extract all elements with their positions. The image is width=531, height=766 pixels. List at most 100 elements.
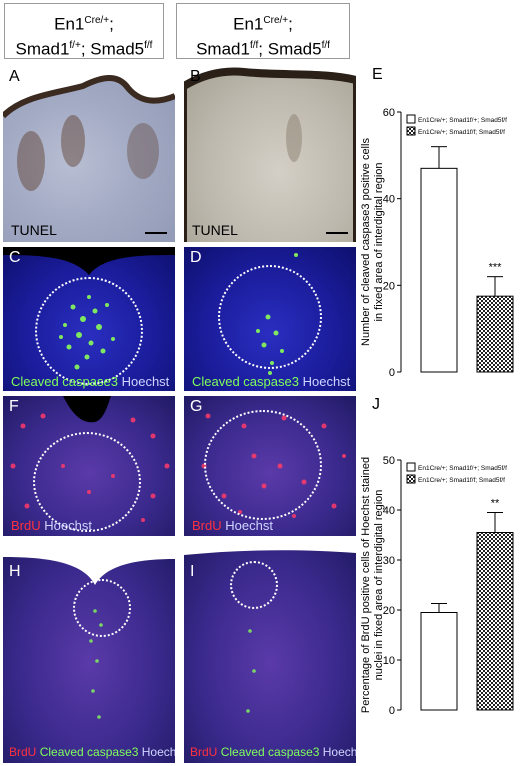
- y-tick-label: 30: [383, 555, 395, 567]
- panel-label-i: I: [190, 563, 195, 580]
- y-tick-label: 40: [383, 194, 395, 206]
- genotype-header-mutant: En1Cre/+; Smad1f/f; Smad5f/f: [176, 3, 350, 59]
- significance-label: ***: [489, 262, 503, 274]
- caption-cleaved-caspase3: Cleaved caspase3: [192, 374, 299, 389]
- genotype-gene-2: Smad1: [15, 39, 70, 59]
- legend-label: En1Cre/+; Smad1f/+; Smad5f/f: [418, 117, 507, 124]
- y-axis-label-line2: nuclei in fixed area of interdigital reg…: [373, 490, 385, 681]
- panel-label-j: J: [372, 396, 380, 413]
- genotype-gene-2: Smad1: [196, 39, 250, 59]
- panel-label-e: E: [372, 66, 383, 83]
- chart-j: Percentage of BrdU positive cells of Hoe…: [361, 455, 514, 717]
- panel-b-tunel-image: B TUNEL: [184, 66, 356, 242]
- caption-brdu: BrdU: [11, 518, 41, 533]
- y-tick-label: 40: [383, 505, 395, 517]
- panel-h-background-shape: [3, 541, 175, 719]
- bar: [420, 612, 458, 711]
- genotype-sep-1: ;: [288, 14, 293, 34]
- interdigital-region-circle-c: [35, 277, 143, 385]
- genotype-gene-1: En1: [54, 14, 85, 34]
- caption-hoechst: Hoechst: [322, 745, 356, 759]
- panel-a-tissue-outline: [3, 66, 175, 191]
- panel-c-caspase-image: C Cleaved caspase3 Hoechst: [3, 247, 175, 391]
- y-axis-label: Percentage of BrdU positive cells of Hoe…: [361, 457, 385, 713]
- panel-label-c: C: [9, 249, 21, 266]
- genotype-sup-2: f/+: [69, 39, 81, 51]
- caption-cleaved-caspase3: Cleaved caspase3: [39, 745, 139, 759]
- panel-label-g: G: [190, 398, 203, 415]
- tunel-caption-b: TUNEL: [192, 222, 238, 238]
- caption-hoechst: Hoechst: [44, 518, 92, 533]
- caption-brdu: BrdU: [192, 518, 222, 533]
- panel-label-f: F: [9, 398, 19, 415]
- interdigital-region-circle-h: [73, 579, 131, 637]
- genotype-gene-3: ; Smad5: [80, 39, 145, 59]
- genotype-sup-1: Cre/+: [84, 15, 110, 26]
- interdigital-region-circle-i: [230, 561, 278, 609]
- genotype-sup-1: Cre/+: [263, 15, 289, 26]
- panel-g-brdu-image: G BrdU Hoechst: [184, 396, 356, 536]
- interdigital-region-circle-g: [204, 410, 322, 520]
- genotype-sup-3: f/f: [321, 39, 330, 51]
- y-tick-label: 50: [383, 455, 395, 467]
- panel-c-caption: Cleaved caspase3 Hoechst: [11, 374, 169, 389]
- y-tick-label: 10: [383, 655, 395, 667]
- caption-cleaved-caspase3: Cleaved caspase3: [220, 745, 320, 759]
- y-axis-label: Number of cleaved caspase3 positive cell…: [361, 138, 385, 346]
- y-axis-label-line1: Number of cleaved caspase3 positive cell…: [361, 138, 372, 346]
- y-tick-label: 60: [383, 107, 395, 119]
- legend-label: En1Cre/+; Smad1f/+; Smad5f/f: [418, 465, 507, 472]
- tunel-caption-a: TUNEL: [11, 222, 57, 238]
- caption-hoechst: Hoechst: [141, 745, 175, 759]
- panel-h-caption: BrdU Cleaved caspase3 Hoechst: [9, 745, 175, 759]
- genotype-gene-1: En1: [233, 14, 264, 34]
- panel-i-green-cells: [246, 629, 256, 713]
- scale-bar-b: [326, 232, 348, 234]
- caption-brdu: BrdU: [9, 745, 37, 759]
- legend-label: En1Cre/+; Smad1f/f; Smad5f/f: [418, 477, 505, 484]
- genotype-sep-1: ;: [109, 14, 114, 34]
- panel-b-tissue-outline: [184, 66, 356, 242]
- panel-label-a: A: [9, 68, 20, 85]
- caption-hoechst: Hoechst: [302, 374, 351, 389]
- panel-i-caption: BrdU Cleaved caspase3 Hoechst: [190, 745, 356, 759]
- panel-label-d: D: [190, 249, 202, 266]
- caption-brdu: BrdU: [190, 745, 218, 759]
- y-tick-label: 20: [383, 605, 395, 617]
- bar: [420, 167, 458, 373]
- panel-f-brdu-image: F BrdU Hoechst: [3, 396, 175, 536]
- genotype-sup-3: f/f: [144, 39, 153, 51]
- y-tick-label: 0: [389, 705, 395, 717]
- significance-label: **: [491, 498, 500, 510]
- caption-cleaved-caspase3: Cleaved caspase3: [11, 374, 118, 389]
- y-tick-label: 20: [383, 280, 395, 292]
- genotype-sup-2: f/f: [249, 39, 259, 51]
- bar: [476, 532, 514, 711]
- genotype-header-control: En1Cre/+; Smad1f/+; Smad5f/f: [4, 3, 164, 59]
- panel-label-h: H: [9, 563, 21, 580]
- y-tick-label: 0: [389, 367, 395, 379]
- scale-bar-a: [145, 232, 167, 234]
- y-axis-label-line1: Percentage of BrdU positive cells of Hoe…: [361, 457, 372, 713]
- legend-swatch: [406, 126, 416, 136]
- legend-swatch: [406, 462, 416, 472]
- caption-hoechst: Hoechst: [225, 518, 273, 533]
- bar: [476, 295, 514, 373]
- interdigital-region-circle-d: [218, 265, 322, 369]
- panel-h-merged-image: H BrdU Cleaved caspase3 Hoechst: [3, 541, 175, 763]
- interdigital-region-circle-f: [33, 432, 141, 532]
- legend-swatch: [406, 474, 416, 484]
- chart-e: Number of cleaved caspase3 positive cell…: [361, 107, 514, 379]
- legend-swatch: [406, 114, 416, 124]
- panel-label-b: B: [190, 68, 201, 85]
- legend-label: En1Cre/+; Smad1f/f; Smad5f/f: [418, 129, 505, 136]
- panel-a-tunel-image: A TUNEL: [3, 66, 175, 242]
- genotype-gene-3: ; Smad5: [258, 39, 322, 59]
- caption-hoechst: Hoechst: [121, 374, 170, 389]
- panel-i-merged-image: I BrdU Cleaved caspase3 Hoechst: [184, 541, 356, 763]
- panel-f-caption: BrdU Hoechst: [11, 518, 92, 533]
- y-axis-label-line2: in fixed area of interdigital region: [373, 163, 385, 322]
- panel-d-caption: Cleaved caspase3 Hoechst: [192, 374, 350, 389]
- panel-d-caspase-image: D Cleaved caspase3 Hoechst: [184, 247, 356, 391]
- panel-g-caption: BrdU Hoechst: [192, 518, 273, 533]
